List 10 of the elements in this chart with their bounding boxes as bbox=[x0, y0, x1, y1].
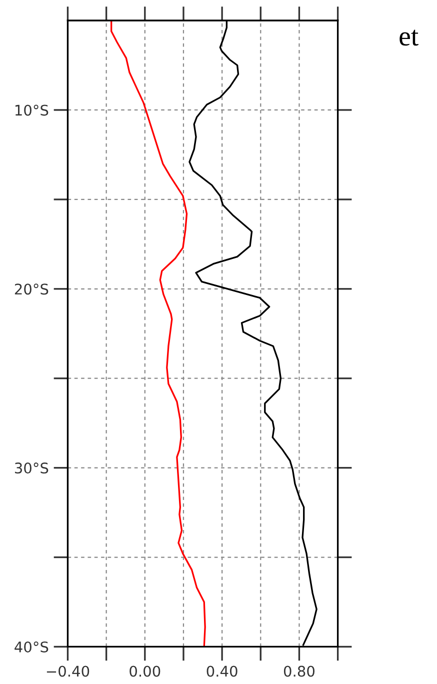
x-tick-label: 0.40 bbox=[206, 666, 238, 677]
y-tick-label: 30°S bbox=[14, 462, 48, 474]
line-series bbox=[110, 20, 206, 647]
y-tick-label: 20°S bbox=[14, 284, 48, 295]
text: et bbox=[400, 30, 418, 46]
x-tick-label: 0.80 bbox=[284, 666, 314, 677]
y-tick-label: 40°S bbox=[14, 641, 48, 652]
x-tick-label: −0.40 bbox=[46, 666, 90, 677]
x-tick-label: 0.00 bbox=[130, 666, 160, 677]
y-tick-label: 10°S bbox=[15, 104, 48, 116]
